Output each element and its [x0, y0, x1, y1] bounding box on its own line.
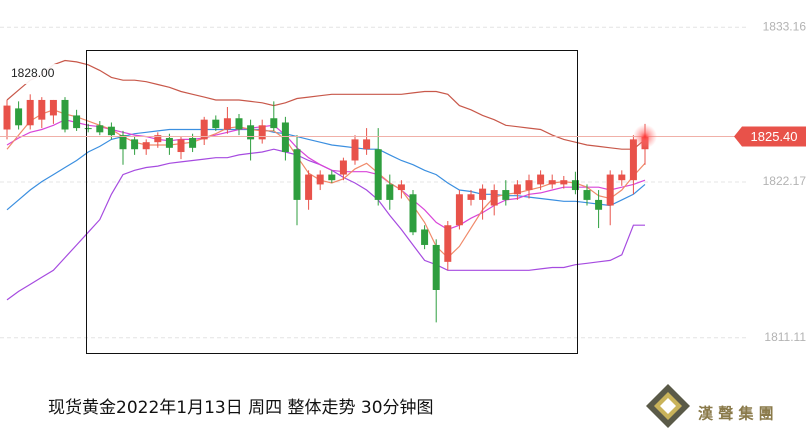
logo: 漢 聲 集 團	[646, 384, 774, 428]
candle-body	[177, 139, 185, 153]
candle-body	[84, 128, 92, 130]
high-marker-label: 1828.00	[11, 66, 55, 80]
candle-body	[432, 244, 440, 290]
candle-body	[142, 142, 150, 150]
candle-body	[154, 135, 162, 143]
candle-body	[281, 122, 289, 153]
candle-body	[502, 190, 510, 200]
candle-body	[618, 174, 626, 181]
candle-body	[583, 190, 591, 200]
candle-body	[247, 125, 255, 140]
candle-body	[107, 126, 115, 136]
candle-body	[223, 118, 231, 130]
candle-body	[339, 160, 347, 175]
candle-body	[374, 149, 382, 200]
candle-body	[479, 188, 487, 200]
overlay: 1825.40 1828.00	[0, 64, 806, 149]
candles	[3, 94, 649, 323]
candle-body	[38, 99, 46, 120]
candle-body	[386, 184, 394, 200]
candle-body	[305, 174, 313, 200]
candle-body	[235, 118, 243, 130]
candle-body	[258, 125, 266, 140]
candle-body	[444, 225, 452, 262]
candle-body	[525, 180, 533, 191]
candle-body	[200, 119, 208, 140]
candle-body	[270, 118, 278, 129]
candle-body	[363, 139, 371, 150]
highlight-box	[86, 50, 578, 354]
candle-body	[548, 180, 556, 185]
candle-body	[397, 184, 405, 191]
candle-body	[212, 119, 220, 129]
candle-body	[571, 180, 579, 191]
y-tick-label: 1822.17	[763, 174, 807, 188]
last-price-label: 1825.40	[751, 129, 798, 144]
candle-body	[165, 137, 173, 148]
candle-body	[131, 139, 139, 150]
candle-body	[119, 135, 127, 150]
candle-body	[73, 115, 81, 129]
candle-body	[293, 149, 301, 200]
candle-body	[316, 174, 324, 185]
indicator-line	[6, 128, 646, 211]
high-marker-box	[5, 64, 69, 84]
indicator-line	[6, 59, 646, 150]
candle-body	[3, 105, 11, 130]
candle-body	[629, 139, 637, 181]
candle-body	[189, 137, 197, 148]
logo-text: 漢 聲 集 團	[698, 405, 774, 423]
candle-body	[49, 99, 57, 116]
candle-body	[606, 174, 614, 206]
y-tick-label: 1833.16	[763, 19, 807, 33]
candle-body	[96, 125, 104, 133]
candle-body	[455, 194, 463, 226]
candle-body	[595, 199, 603, 210]
logo-core	[660, 398, 676, 414]
caption: 现货黄金2022年1月13日 周四 整体走势 30分钟图	[48, 398, 434, 418]
candle-body	[409, 194, 417, 233]
candle-body	[351, 139, 359, 161]
candle-body	[467, 194, 475, 200]
candle-body	[61, 99, 69, 130]
candle-body	[537, 174, 545, 185]
candle-body	[513, 184, 521, 195]
last-price-glow	[633, 124, 657, 149]
candle-body	[421, 229, 429, 245]
candle-body	[15, 108, 23, 126]
candle-body	[26, 99, 34, 126]
y-tick-label: 1811.11	[764, 330, 806, 344]
candle-body	[560, 180, 568, 185]
candle-body	[328, 174, 336, 181]
last-price-tag	[734, 126, 806, 147]
candle-body	[490, 190, 498, 206]
grid: 1833.16 1822.17 1811.11	[0, 19, 807, 344]
